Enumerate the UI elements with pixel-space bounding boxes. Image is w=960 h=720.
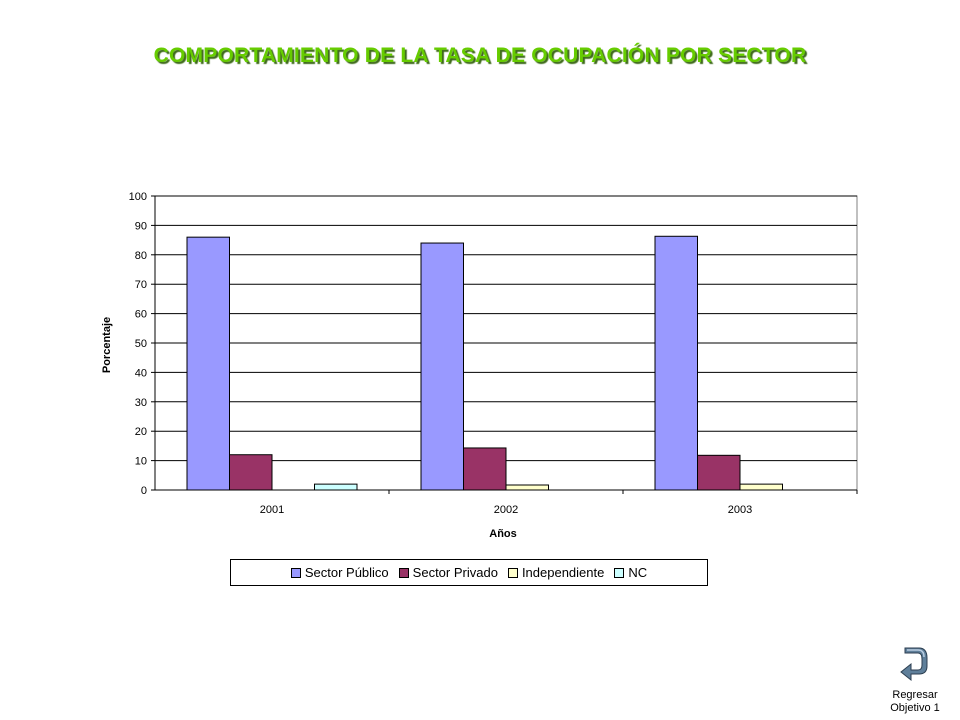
bar-sector-publico-2003 — [654, 235, 698, 491]
return-arrow-icon — [900, 647, 928, 682]
y-tick-label: 70 — [135, 279, 147, 291]
legend-swatch-nc — [614, 567, 625, 578]
y-tick-label: 30 — [135, 397, 147, 409]
legend-swatch-sector-privado — [398, 567, 409, 578]
bars — [186, 235, 783, 491]
y-tick-label: 100 — [129, 191, 147, 203]
y-tick-label: 90 — [135, 220, 147, 232]
bar-independiente-2002 — [505, 484, 549, 491]
y-tick-label: 60 — [135, 309, 147, 321]
y-tick-label: 20 — [135, 426, 147, 438]
gridlines — [155, 195, 857, 462]
legend-label-sector-privado: Sector Privado — [412, 565, 498, 580]
legend-item-nc: NC — [614, 565, 647, 580]
x-axis-title: Años — [489, 528, 517, 540]
y-axis-title: Porcentaje — [101, 317, 113, 373]
legend-item-independiente: Independiente — [507, 565, 605, 580]
chart-legend: Sector Público Sector Privado Independie… — [230, 559, 708, 586]
slide-title: COMPORTAMIENTO DE LA TASA DE OCUPACIÓN P… — [153, 44, 807, 67]
bar-sector-privado-2001 — [229, 454, 273, 491]
bar-sector-privado-2002 — [463, 447, 507, 491]
x-tick-label: 2003 — [728, 504, 752, 516]
y-tick-label: 40 — [135, 367, 147, 379]
return-label-line2: Objetivo 1 — [890, 702, 940, 714]
bar-nc-2001 — [314, 483, 358, 491]
bar-independiente-2003 — [739, 483, 783, 491]
y-tick-label: 50 — [135, 338, 147, 350]
legend-label-nc: NC — [628, 565, 648, 580]
legend-item-sector-publico: Sector Público — [290, 565, 389, 580]
legend-label-independiente: Independiente — [521, 565, 605, 580]
y-tick-label: 10 — [135, 456, 147, 468]
bar-sector-publico-2002 — [420, 242, 464, 491]
return-objective-button[interactable]: Regresar Objetivo 1 — [880, 644, 950, 718]
legend-swatch-sector-publico — [290, 567, 301, 578]
legend-label-sector-publico: Sector Público — [304, 565, 389, 580]
legend-item-sector-privado: Sector Privado — [398, 565, 498, 580]
bar-sector-publico-2001 — [186, 236, 230, 491]
x-tick-label: 2002 — [494, 504, 518, 516]
axes: 0 10 20 30 40 50 60 70 80 90 100 2001 2002 2003 — [129, 191, 858, 516]
return-label-line1: Regresar — [892, 689, 938, 701]
y-tick-label: 80 — [135, 250, 147, 262]
x-tick-label: 2001 — [260, 504, 284, 516]
y-tick-label: 0 — [141, 485, 147, 497]
legend-swatch-independiente — [507, 567, 518, 578]
bar-sector-privado-2003 — [697, 454, 741, 491]
